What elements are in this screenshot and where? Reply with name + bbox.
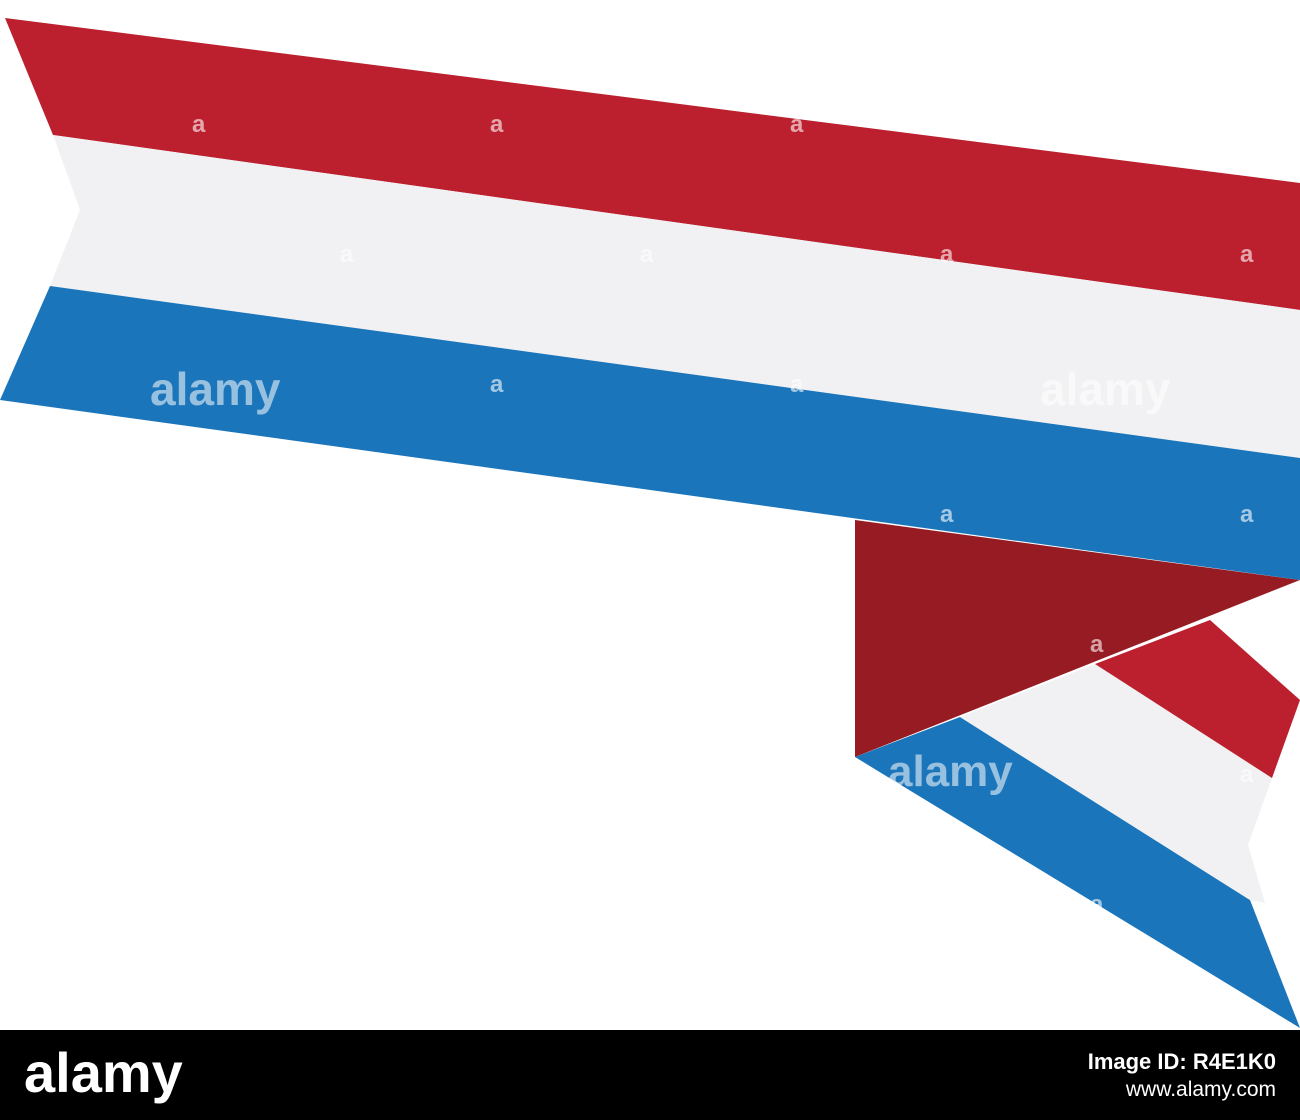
watermark-letter: a — [1090, 631, 1104, 658]
watermark-letter: a — [192, 111, 206, 138]
watermark-text: alamy — [150, 363, 281, 415]
watermark-text: alamy — [888, 747, 1013, 796]
ribbon-blue-stripe — [0, 286, 1300, 580]
watermark-letter: a — [490, 111, 504, 138]
watermark-letter: a — [1240, 241, 1254, 268]
watermark-letter: a — [340, 241, 354, 268]
watermark-letter: a — [940, 241, 954, 268]
alamy-logo-graphic: alamy — [24, 1042, 183, 1104]
watermark-letter: a — [1090, 891, 1104, 918]
ribbon-fold-red-stripe — [1095, 620, 1300, 778]
watermark-letter: a — [1240, 501, 1254, 528]
ribbon-svg: alamy alamy alamy a a a a a a a a a a a … — [0, 18, 1300, 1028]
ribbon-white-stripe — [50, 135, 1300, 458]
ribbon-red-stripe — [5, 18, 1300, 310]
footer-info: Image ID: R4E1K0 www.alamy.com — [1088, 1048, 1276, 1104]
watermark-letter: a — [790, 111, 804, 138]
flag-ribbon-illustration: alamy alamy alamy a a a a a a a a a a a … — [0, 18, 1300, 1028]
image-id-label: Image ID: R4E1K0 — [1087, 1049, 1276, 1074]
alamy-logo: alamy — [24, 1042, 264, 1108]
watermark-letter: a — [1240, 761, 1254, 788]
stock-footer-bar: alamy Image ID: R4E1K0 www.alamy.com — [0, 1030, 1300, 1120]
watermark-group: alamy alamy alamy a a a a a a a a a a a … — [150, 111, 1254, 918]
ribbon-fold-shadow — [855, 520, 1300, 757]
site-url: www.alamy.com — [1125, 1078, 1276, 1101]
watermark-letter: a — [490, 371, 504, 398]
alamy-logo-text: alamy — [24, 1042, 183, 1104]
ribbon-fold-blue-stripe — [855, 717, 1300, 1028]
watermark-letter: a — [940, 501, 954, 528]
watermark-letter: a — [640, 241, 654, 268]
watermark-text: alamy — [1040, 363, 1171, 415]
ribbon-fold-white-stripe — [960, 664, 1272, 903]
watermark-letter: a — [790, 371, 804, 398]
